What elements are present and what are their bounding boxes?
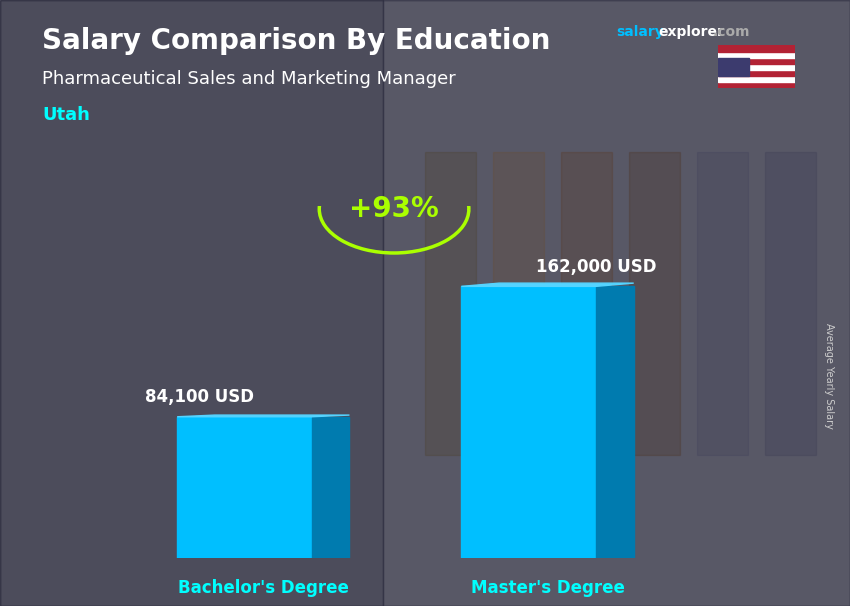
Text: Utah: Utah bbox=[42, 106, 90, 124]
Text: explorer: explorer bbox=[659, 25, 724, 39]
Text: .com: .com bbox=[712, 25, 750, 39]
Bar bbox=[718, 82, 795, 88]
Bar bbox=[718, 64, 795, 70]
Text: 84,100 USD: 84,100 USD bbox=[145, 388, 254, 406]
Bar bbox=[718, 45, 795, 52]
FancyBboxPatch shape bbox=[462, 287, 596, 558]
Bar bbox=[561, 152, 612, 454]
Bar bbox=[718, 76, 795, 82]
Text: salary: salary bbox=[616, 25, 664, 39]
Text: Pharmaceutical Sales and Marketing Manager: Pharmaceutical Sales and Marketing Manag… bbox=[42, 70, 456, 88]
Bar bbox=[493, 152, 544, 454]
Polygon shape bbox=[596, 287, 634, 558]
Bar bbox=[765, 152, 816, 454]
Text: 162,000 USD: 162,000 USD bbox=[536, 258, 656, 276]
Polygon shape bbox=[462, 283, 634, 287]
Bar bbox=[718, 58, 795, 64]
Bar bbox=[382, 0, 850, 606]
Bar bbox=[718, 58, 749, 76]
Text: +93%: +93% bbox=[349, 195, 439, 223]
Bar bbox=[718, 52, 795, 58]
Text: Bachelor's Degree: Bachelor's Degree bbox=[178, 579, 348, 597]
Bar bbox=[0, 0, 382, 606]
Bar bbox=[718, 70, 795, 76]
Text: Salary Comparison By Education: Salary Comparison By Education bbox=[42, 27, 551, 55]
Polygon shape bbox=[312, 417, 349, 558]
Text: Average Yearly Salary: Average Yearly Salary bbox=[824, 323, 834, 428]
Bar bbox=[629, 152, 680, 454]
Polygon shape bbox=[177, 415, 349, 417]
Bar bbox=[425, 152, 476, 454]
Bar bbox=[697, 152, 748, 454]
Text: Master's Degree: Master's Degree bbox=[471, 579, 625, 597]
FancyBboxPatch shape bbox=[177, 417, 312, 558]
